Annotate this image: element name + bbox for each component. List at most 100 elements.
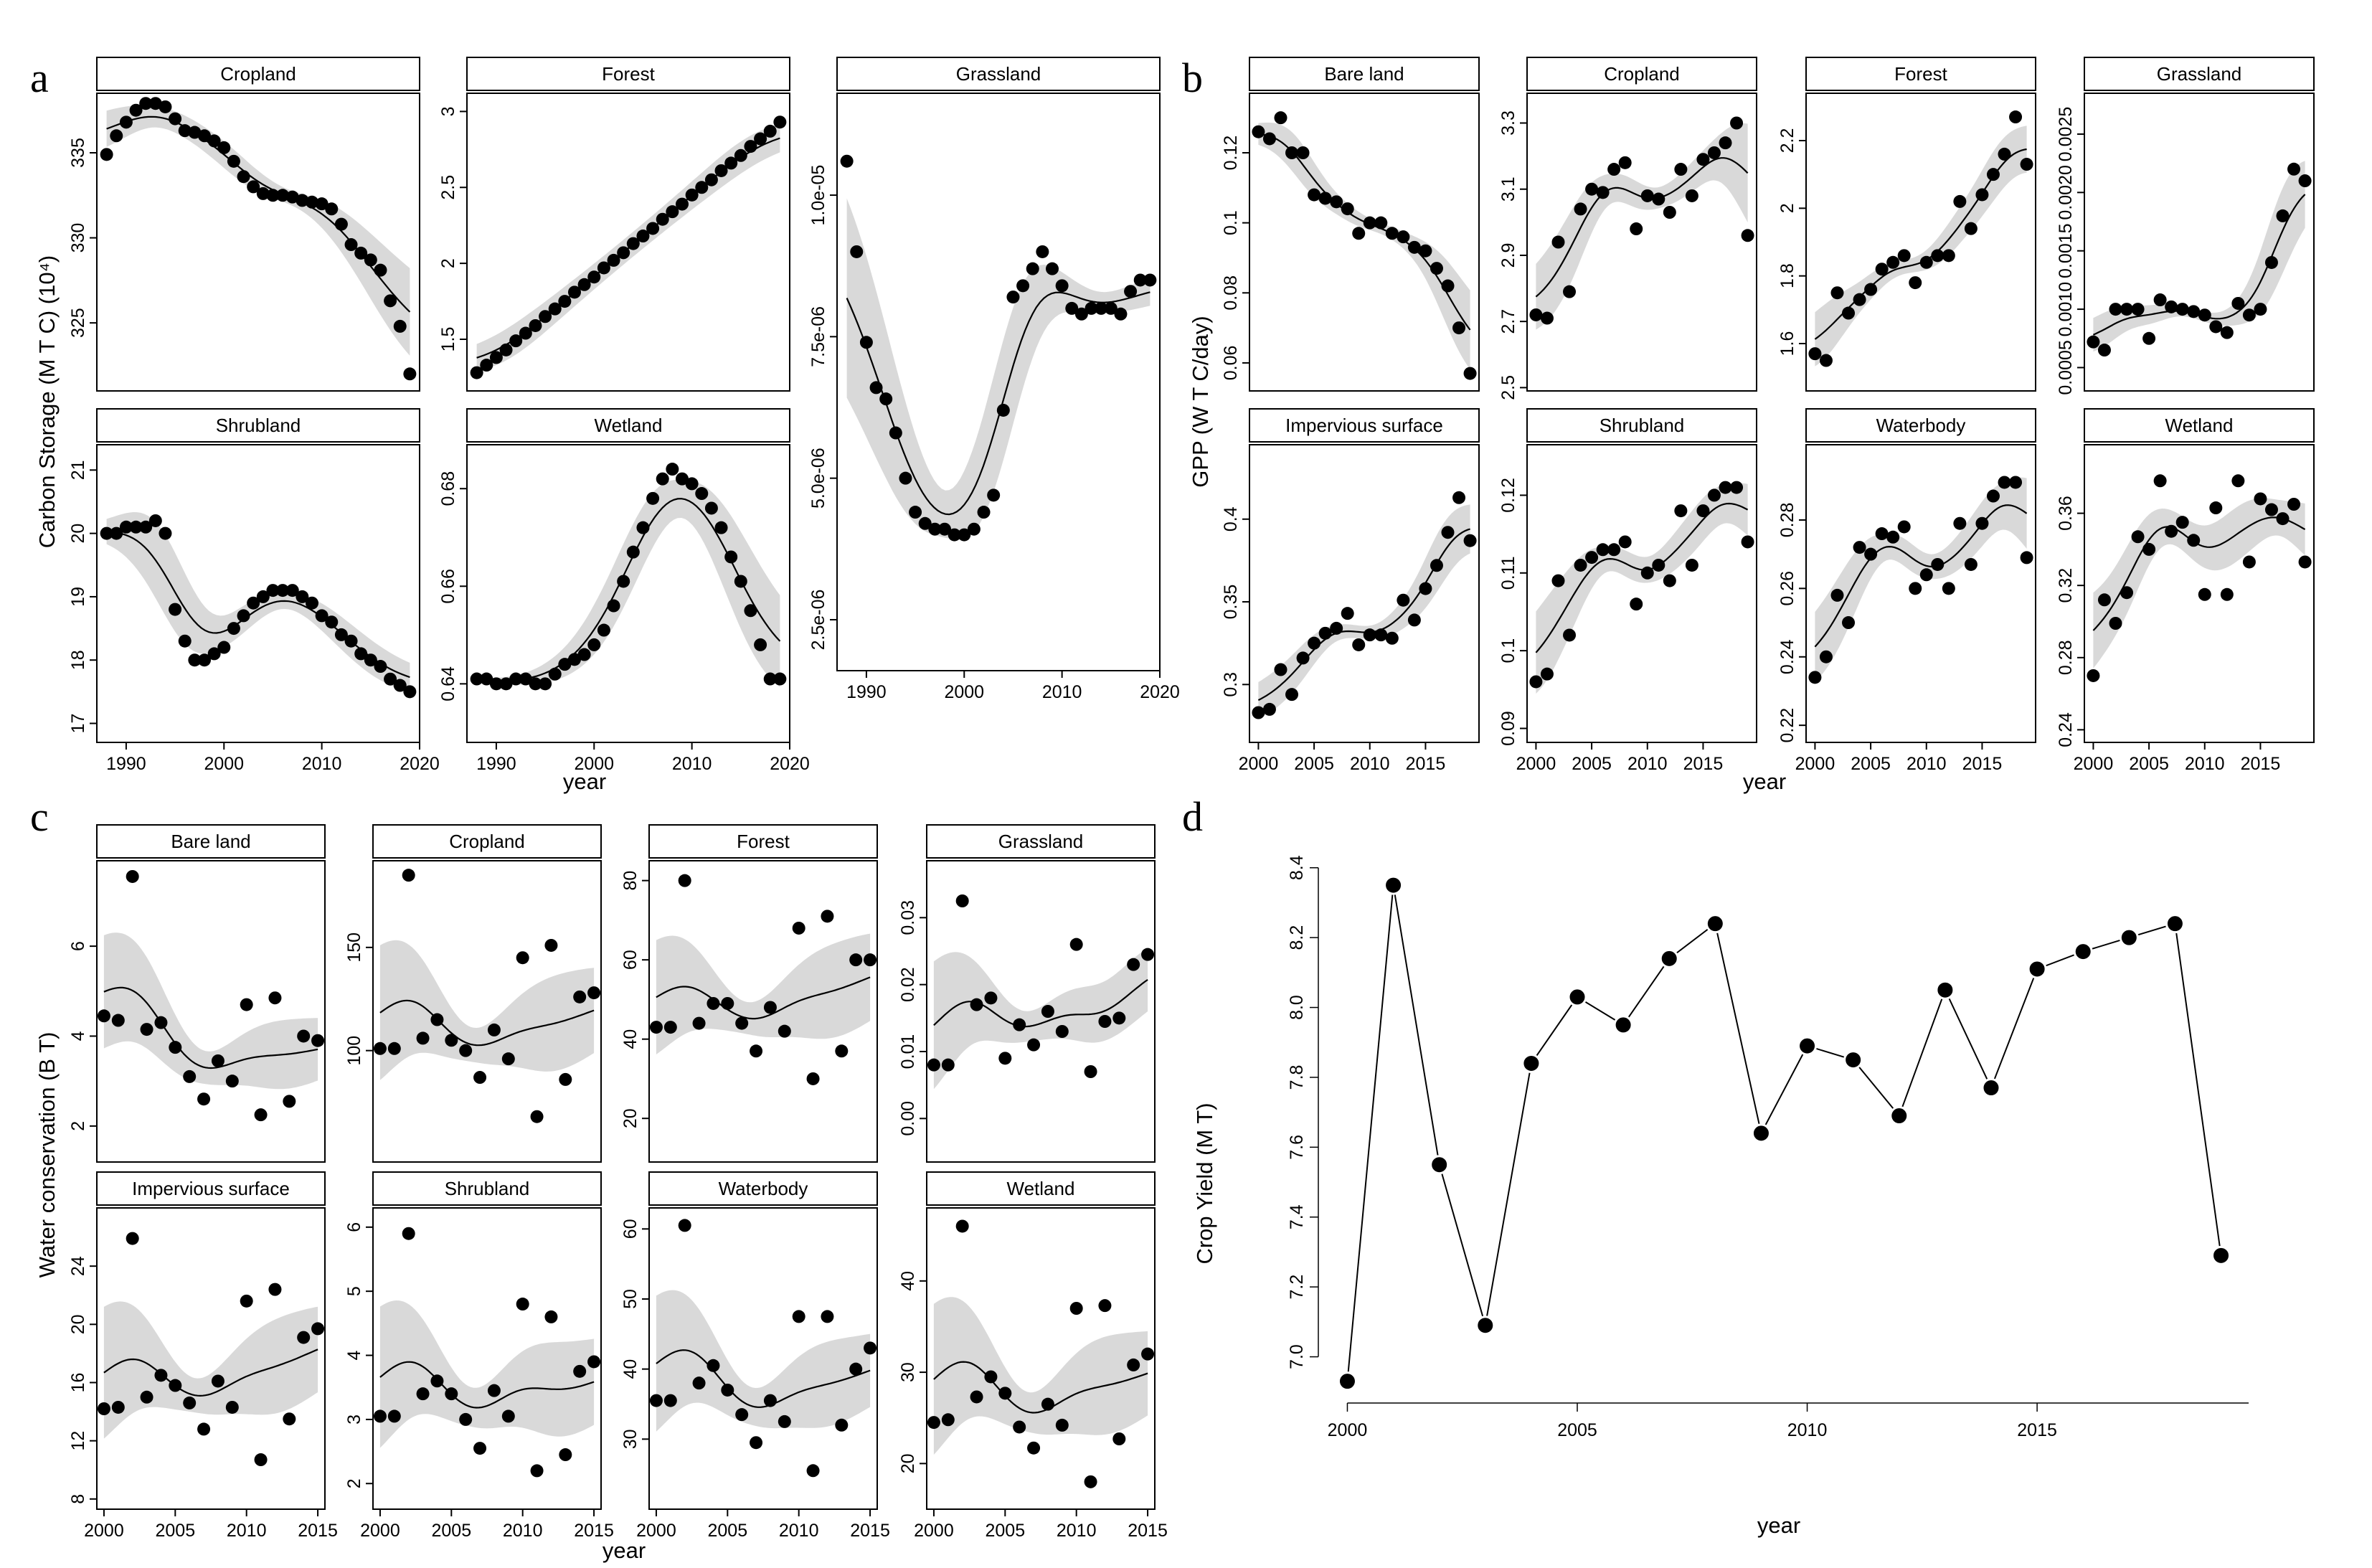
panel-b-bare-land-point <box>1452 321 1466 335</box>
panel-a-grassland-point <box>1133 273 1147 287</box>
panel-c-cropland-point <box>487 1023 501 1036</box>
panel-b-cropland-point <box>1730 116 1744 130</box>
panel-b-shrubland-plot-frame <box>1526 444 1757 743</box>
panel-b-cropland-point <box>1607 163 1621 176</box>
panel-b-waterbody-point <box>1942 582 1955 595</box>
panel-b-bare-land-point <box>1274 111 1287 125</box>
panel-a-grassland-point <box>869 381 883 395</box>
panel-c-waterbody-y-tick-label: 30 <box>620 1429 641 1449</box>
panel-c-bare-land-plot-frame <box>96 860 326 1163</box>
panel-a-shrubland-point <box>247 596 260 610</box>
panel-d-point <box>1613 1015 1633 1035</box>
panel-c-impervious-surface-point <box>283 1412 296 1426</box>
panel-c-waterbody-point <box>792 1310 805 1323</box>
panel-b-bare-land-point <box>1352 227 1366 240</box>
panel-c-forest-y-tick-label: 60 <box>620 950 641 970</box>
panel-c-shrubland-point <box>387 1409 401 1423</box>
panel-b-waterbody-point <box>2020 551 2033 565</box>
panel-a-forest-strip-title: Forest <box>602 63 655 85</box>
panel-a-cropland-point <box>344 238 358 252</box>
panel-a-shrubland-point <box>344 634 358 648</box>
panel-c-impervious-surface-point <box>126 1232 139 1245</box>
panel-c-waterbody-x-tick-label: 2010 <box>779 1521 819 1541</box>
panel-a-wetland-x-tick-label: 2020 <box>770 754 810 774</box>
panel-a-wetland-x-tick-label: 2010 <box>672 754 712 774</box>
panel-b-cropland-strip-title: Cropland <box>1604 63 1680 85</box>
panel-c-bare-land-point <box>154 1016 168 1029</box>
panel-b-forest-point <box>2009 110 2023 124</box>
panel-a-cropland-point <box>148 97 162 110</box>
panel-c-forest-point <box>792 921 805 935</box>
panel-label-c: c <box>30 793 49 840</box>
panel-b-forest-point <box>1953 194 1967 208</box>
panel-b-shrubland-point <box>1640 566 1654 580</box>
panel-b-shrubland-point <box>1618 535 1632 549</box>
panel-b-impervious-surface-strip <box>1249 408 1480 443</box>
panel-c-grassland-point <box>941 1058 955 1072</box>
panel-b-waterbody-y-tick-label: 0.26 <box>1777 571 1797 606</box>
panel-c-impervious-surface-point <box>211 1374 225 1388</box>
panel-b-bare-land-point <box>1330 195 1343 209</box>
panel-c-shrubland-strip <box>372 1171 602 1206</box>
panel-a-cropland-point <box>237 170 250 184</box>
panel-c-wetland-point <box>955 1219 969 1233</box>
panel-c-grassland-point <box>1098 1015 1112 1028</box>
panel-d-point <box>1337 1371 1357 1392</box>
plot-area: Cropland325330335Forest1.522.53Grassland… <box>68 57 2315 1541</box>
panel-c-grassland-y-tick-label: 0.00 <box>898 1101 918 1136</box>
panel-a-grassland-point <box>1036 245 1049 258</box>
panel-c-grassland-point <box>984 991 998 1005</box>
panel-a-forest-point <box>489 351 503 364</box>
panel-d-point <box>2073 942 2093 962</box>
panel-b-bare-land-point <box>1296 146 1310 159</box>
panel-c-shrubland-x-tick-label: 2005 <box>432 1521 472 1541</box>
panel-c-wetland-point <box>1041 1397 1054 1411</box>
panel-a-forest-point <box>636 230 650 243</box>
panel-a-forest-point <box>744 140 757 154</box>
panel-c-forest-point <box>707 996 720 1010</box>
panel-b-waterbody-strip <box>1805 408 2036 443</box>
panel-a-grassland-point <box>1065 301 1079 315</box>
panel-b-forest-point <box>1864 283 1878 296</box>
panel-d-y-tick-label: 8.4 <box>1287 855 1307 880</box>
panel-b-grassland-point <box>2175 303 2189 316</box>
panel-c-waterbody-point <box>750 1436 763 1450</box>
panel-a-cropland-point <box>256 186 270 200</box>
panel-b-waterbody-point <box>1842 616 1856 630</box>
panel-c-waterbody-point <box>707 1359 720 1372</box>
panel-a-shrubland-point <box>207 647 221 661</box>
panel-b-wetland-y-tick-label: 0.32 <box>2056 568 2076 603</box>
panel-d-point <box>1797 1036 1818 1056</box>
panel-b-impervious-surface-point <box>1341 607 1354 620</box>
panel-b-cropland-point <box>1663 206 1676 219</box>
panel-b-waterbody-strip-title: Waterbody <box>1876 415 1966 436</box>
panel-c-bare-land: Bare land 2 4 6 <box>68 824 326 1163</box>
panel-b-impervious-surface-point <box>1374 628 1388 642</box>
panel-a-forest-point <box>529 318 542 332</box>
panel-c-wetland-point <box>927 1416 940 1430</box>
panel-a-grassland-y-tick-label: 5.0e-06 <box>808 448 828 509</box>
panel-c-wetland: Wetland 20 30 40 2000 2005 2010 2015 <box>898 1171 1168 1541</box>
panel-a-grassland-point <box>889 426 902 440</box>
panel-c-x-axis-title: year <box>603 1538 646 1563</box>
panel-a-forest-point <box>626 237 640 250</box>
panel-c-impervious-surface-y-tick-label: 8 <box>68 1494 88 1504</box>
panel-b-waterbody-point <box>1853 541 1866 554</box>
panel-b-wetland-point <box>2120 586 2134 600</box>
panel-d-point <box>1659 948 1679 968</box>
panel-b-waterbody-point <box>1986 489 2000 503</box>
panel-a-cropland-point <box>306 195 318 209</box>
panel-c-bare-land-y-tick-label: 2 <box>68 1121 88 1131</box>
panel-b-bare-land-point <box>1374 216 1388 230</box>
panel-b-cropland-point <box>1674 163 1688 176</box>
panel-b-waterbody-y-tick-label: 0.28 <box>1777 503 1797 538</box>
panel-c-bare-land-y-tick-label: 6 <box>68 941 88 951</box>
panel-b-shrubland-point <box>1540 667 1554 681</box>
panel-a-wetland-point <box>754 638 767 651</box>
panel-c-impervious-surface-point <box>297 1331 311 1344</box>
panel-b-shrubland-point <box>1685 558 1698 572</box>
panel-b-cropland-point <box>1596 186 1610 199</box>
panel-b-grassland-y-tick-label: 0.0025 <box>2056 107 2076 161</box>
panel-b-impervious-surface-y-tick-label: 0.3 <box>1221 672 1241 697</box>
panel-a-wetland-point <box>529 677 542 691</box>
